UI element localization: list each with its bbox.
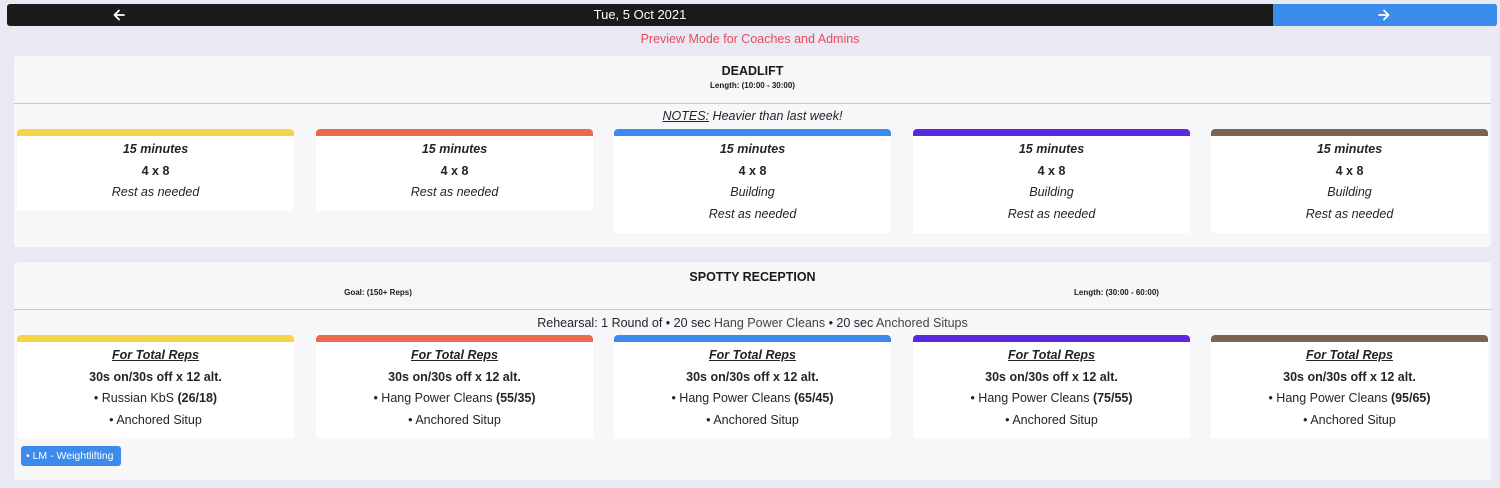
box-time: 15 minutes xyxy=(122,142,189,156)
box-heading: For Total Reps xyxy=(1007,348,1096,362)
spotty-header: SPOTTY RECEPTION Goal: (150+ Reps) Lengt… xyxy=(14,262,1491,310)
box-time: 15 minutes xyxy=(421,142,488,156)
current-date: Tue, 5 Oct 2021 xyxy=(593,7,687,22)
box-sets: 4 x 8 xyxy=(1335,163,1364,178)
box-heading: For Total Reps xyxy=(708,348,797,362)
arrow-left-icon xyxy=(113,9,125,21)
section-title: DEADLIFT xyxy=(721,64,784,78)
box-scheme: 30s on/30s off x 12 alt. xyxy=(89,369,222,384)
level-color-bar xyxy=(913,129,1190,136)
section-goal: Goal: (150+ Reps) xyxy=(344,288,412,297)
movement-name: • Russian KbS xyxy=(93,391,178,406)
next-day-button[interactable] xyxy=(1273,4,1497,26)
level-color-bar xyxy=(17,335,294,342)
box-movement-2: • Anchored Situp xyxy=(706,412,799,427)
movement-link[interactable]: Hang Power Cleans xyxy=(713,316,826,330)
box-note: Building xyxy=(1029,185,1074,200)
box-movement-2: • Anchored Situp xyxy=(1303,412,1396,427)
box-note: Building xyxy=(730,185,775,200)
level-color-bar xyxy=(316,335,593,342)
deadlift-level-box-4: 15 minutes 4 x 8 Building Rest as needed xyxy=(913,129,1190,233)
box-movement-2: • Anchored Situp xyxy=(408,412,501,427)
spotty-level-box-2: For Total Reps 30s on/30s off x 12 alt. … xyxy=(316,335,593,438)
box-time: 15 minutes xyxy=(1018,142,1085,156)
level-color-bar xyxy=(316,129,593,136)
level-color-bar xyxy=(614,335,891,342)
box-time: 15 minutes xyxy=(719,142,786,156)
arrow-right-icon xyxy=(1378,9,1390,21)
deadlift-level-box-1: 15 minutes 4 x 8 Rest as needed xyxy=(17,129,294,211)
spotty-level-box-3: For Total Reps 30s on/30s off x 12 alt. … xyxy=(614,335,891,438)
box-time: 15 minutes xyxy=(1316,142,1383,156)
spotty-level-box-4: For Total Reps 30s on/30s off x 12 alt. … xyxy=(913,335,1190,438)
movement-name: • Hang Power Cleans xyxy=(970,391,1093,406)
movement-name: • Hang Power Cleans xyxy=(1268,391,1391,406)
box-movement: • Hang Power Cleans (55/35) xyxy=(316,388,593,410)
box-note-2: Rest as needed xyxy=(708,206,797,221)
box-movement-2: • Anchored Situp xyxy=(109,412,202,427)
box-movement: • Hang Power Cleans (75/55) xyxy=(913,388,1190,410)
section-length: Length: (30:00 - 60:00) xyxy=(1074,288,1159,297)
rehearsal-text: • 20 sec xyxy=(825,316,877,330)
notes-text: Heavier than last week! xyxy=(709,109,843,123)
box-scheme: 30s on/30s off x 12 alt. xyxy=(1283,369,1416,384)
box-heading: For Total Reps xyxy=(111,348,200,362)
level-color-bar xyxy=(913,335,1190,342)
movement-load: (75/55) xyxy=(1092,391,1133,406)
movement-load: (95/65) xyxy=(1390,391,1431,406)
spotty-level-box-1: For Total Reps 30s on/30s off x 12 alt. … xyxy=(17,335,294,438)
level-color-bar xyxy=(1211,129,1488,136)
box-sets: 4 x 8 xyxy=(1037,163,1066,178)
section-title: SPOTTY RECEPTION xyxy=(689,270,816,284)
rehearsal-line: Rehearsal: 1 Round of • 20 sec Hang Powe… xyxy=(14,316,1491,330)
box-scheme: 30s on/30s off x 12 alt. xyxy=(985,369,1118,384)
notes-label: NOTES: xyxy=(662,109,710,123)
box-note: Rest as needed xyxy=(410,185,499,200)
section-length: Length: (10:00 - 30:00) xyxy=(710,81,795,90)
movement-load: (55/35) xyxy=(495,391,536,406)
deadlift-level-box-3: 15 minutes 4 x 8 Building Rest as needed xyxy=(614,129,891,233)
box-movement-2: • Anchored Situp xyxy=(1005,412,1098,427)
date-navigation-bar: Tue, 5 Oct 2021 xyxy=(7,4,1497,26)
box-heading: For Total Reps xyxy=(1305,348,1394,362)
movement-name: • Hang Power Cleans xyxy=(671,391,794,406)
box-scheme: 30s on/30s off x 12 alt. xyxy=(686,369,819,384)
box-note: Building xyxy=(1327,185,1372,200)
spotty-level-box-5: For Total Reps 30s on/30s off x 12 alt. … xyxy=(1211,335,1488,438)
box-sets: 4 x 8 xyxy=(738,163,767,178)
level-color-bar xyxy=(17,129,294,136)
movement-link[interactable]: Anchored Situps xyxy=(876,316,968,330)
rehearsal-text: Rehearsal: 1 Round of • 20 sec xyxy=(537,316,714,330)
level-color-bar xyxy=(614,129,891,136)
level-color-bar xyxy=(1211,335,1488,342)
box-heading: For Total Reps xyxy=(410,348,499,362)
box-note: Rest as needed xyxy=(111,185,200,200)
box-movement: • Hang Power Cleans (95/65) xyxy=(1211,388,1488,410)
box-sets: 4 x 8 xyxy=(141,163,170,178)
box-note-2: Rest as needed xyxy=(1007,206,1096,221)
box-scheme: 30s on/30s off x 12 alt. xyxy=(388,369,521,384)
movement-load: (65/45) xyxy=(793,391,834,406)
section-notes: NOTES: Heavier than last week! xyxy=(14,109,1491,123)
box-movement: • Russian KbS (26/18) xyxy=(17,388,294,410)
box-movement: • Hang Power Cleans (65/45) xyxy=(614,388,891,410)
box-note-2: Rest as needed xyxy=(1305,206,1394,221)
box-sets: 4 x 8 xyxy=(440,163,469,178)
deadlift-header: DEADLIFT Length: (10:00 - 30:00) xyxy=(14,56,1491,104)
deadlift-level-box-2: 15 minutes 4 x 8 Rest as needed xyxy=(316,129,593,211)
category-tag[interactable]: • LM - Weightlifting xyxy=(21,446,121,466)
preview-mode-notice: Preview Mode for Coaches and Admins xyxy=(640,32,860,46)
previous-day-button[interactable] xyxy=(7,4,227,26)
movement-name: • Hang Power Cleans xyxy=(373,391,496,406)
deadlift-level-box-5: 15 minutes 4 x 8 Building Rest as needed xyxy=(1211,129,1488,233)
movement-load: (26/18) xyxy=(177,391,218,406)
